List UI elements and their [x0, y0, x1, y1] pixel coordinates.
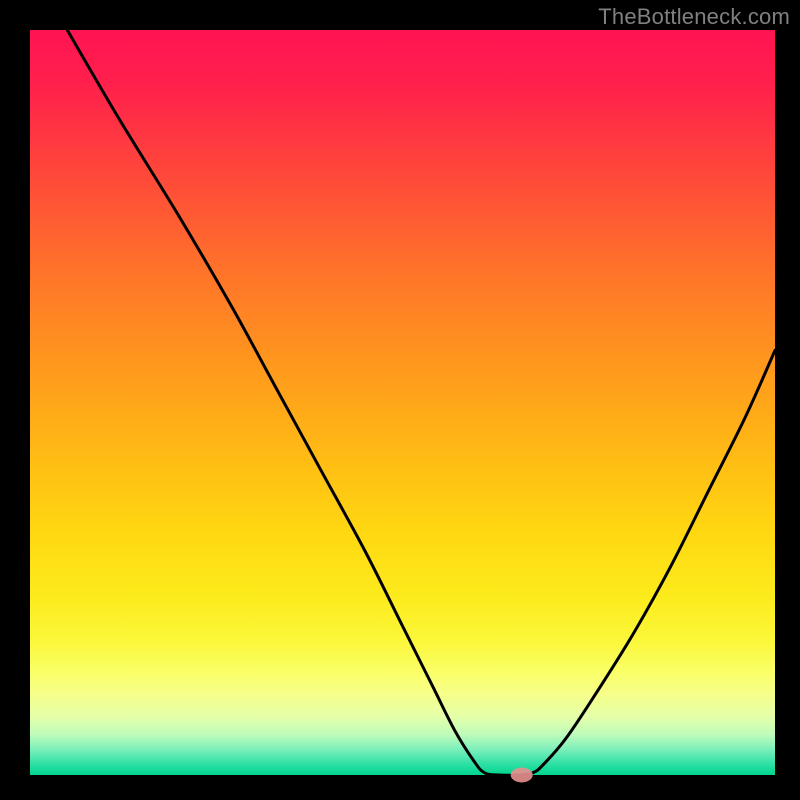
bottleneck-chart: [0, 0, 800, 800]
optimal-point-marker: [511, 768, 533, 783]
watermark-text: TheBottleneck.com: [598, 4, 790, 30]
plot-background-gradient: [30, 30, 775, 775]
chart-stage: TheBottleneck.com: [0, 0, 800, 800]
